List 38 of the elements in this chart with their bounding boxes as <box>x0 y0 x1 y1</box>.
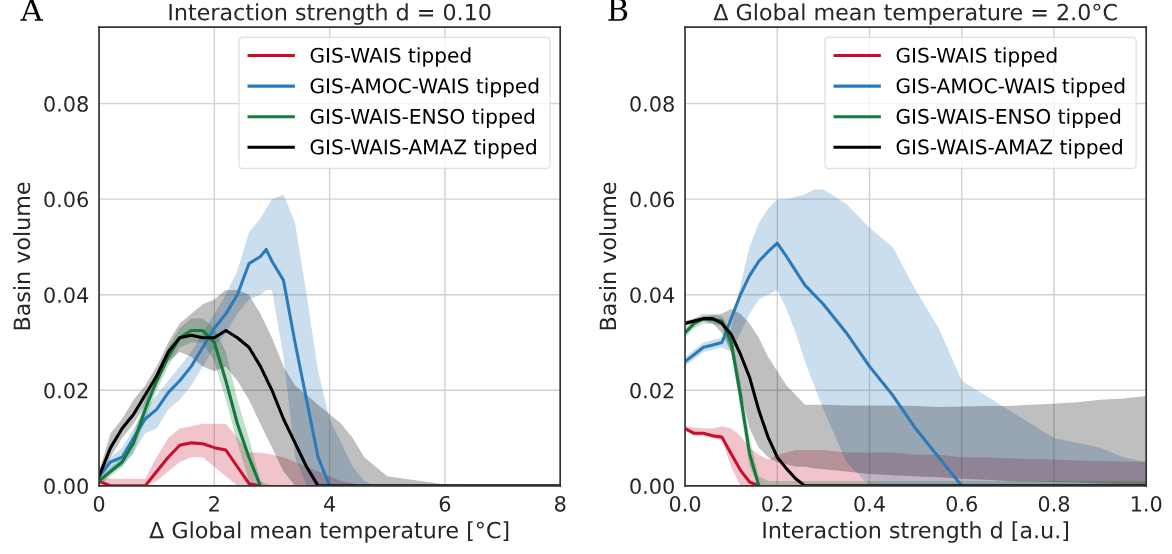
x-tick-label: 0 <box>93 495 105 512</box>
x-tick-label: 0.2 <box>762 495 792 512</box>
y-axis-title: Basin volume <box>599 182 617 330</box>
x-tick-label: 0.6 <box>946 495 977 512</box>
x-tick-label: 8 <box>555 495 566 512</box>
legend-label: GIS-WAIS tipped <box>896 47 1057 67</box>
x-tick-label: 0.0 <box>669 495 701 512</box>
y-tick-label: 0.04 <box>44 287 89 303</box>
legend-label: GIS-AMOC-WAIS tipped <box>310 77 539 98</box>
chart-title: Δ Global mean temperature = 2.0°C <box>713 3 1117 25</box>
legend-label: GIS-WAIS tipped <box>310 47 471 67</box>
y-tick-label: 0.00 <box>630 478 674 495</box>
y-tick-label: 0.08 <box>630 96 674 112</box>
x-tick-label: 6 <box>439 495 451 512</box>
legend-label: GIS-AMOC-WAIS tipped <box>896 77 1125 98</box>
legend-label: GIS-WAIS-AMAZ tipped <box>896 138 1122 159</box>
chart-title: Interaction strength d = 0.10 <box>169 3 491 25</box>
line-series <box>685 241 964 486</box>
y-tick-label: 0.06 <box>630 191 674 208</box>
x-axis-title: Interaction strength d [a.u.] <box>763 521 1069 543</box>
line-series <box>99 329 262 486</box>
legend-label: GIS-WAIS-ENSO tipped <box>896 108 1121 128</box>
y-tick-label: 0.02 <box>630 382 674 399</box>
legend-label: GIS-WAIS-ENSO tipped <box>310 108 535 128</box>
x-tick-label: 2 <box>209 495 219 512</box>
y-tick-label: 0.02 <box>44 382 88 399</box>
x-tick-label: 4 <box>324 496 336 512</box>
x-tick-label: 1.0 <box>1131 495 1162 512</box>
x-tick-label: 0.8 <box>1038 495 1070 512</box>
y-tick-label: 0.00 <box>44 478 88 495</box>
x-tick-label: 0.4 <box>854 495 885 512</box>
legend-label: GIS-WAIS-AMAZ tipped <box>310 138 536 159</box>
line-series <box>99 247 332 486</box>
y-tick-label: 0.06 <box>44 191 88 208</box>
y-tick-label: 0.08 <box>44 96 88 112</box>
x-axis-title: Δ Global mean temperature [°C] <box>149 521 509 543</box>
y-axis-title: Basin volume <box>13 182 31 330</box>
y-tick-label: 0.04 <box>630 287 675 303</box>
